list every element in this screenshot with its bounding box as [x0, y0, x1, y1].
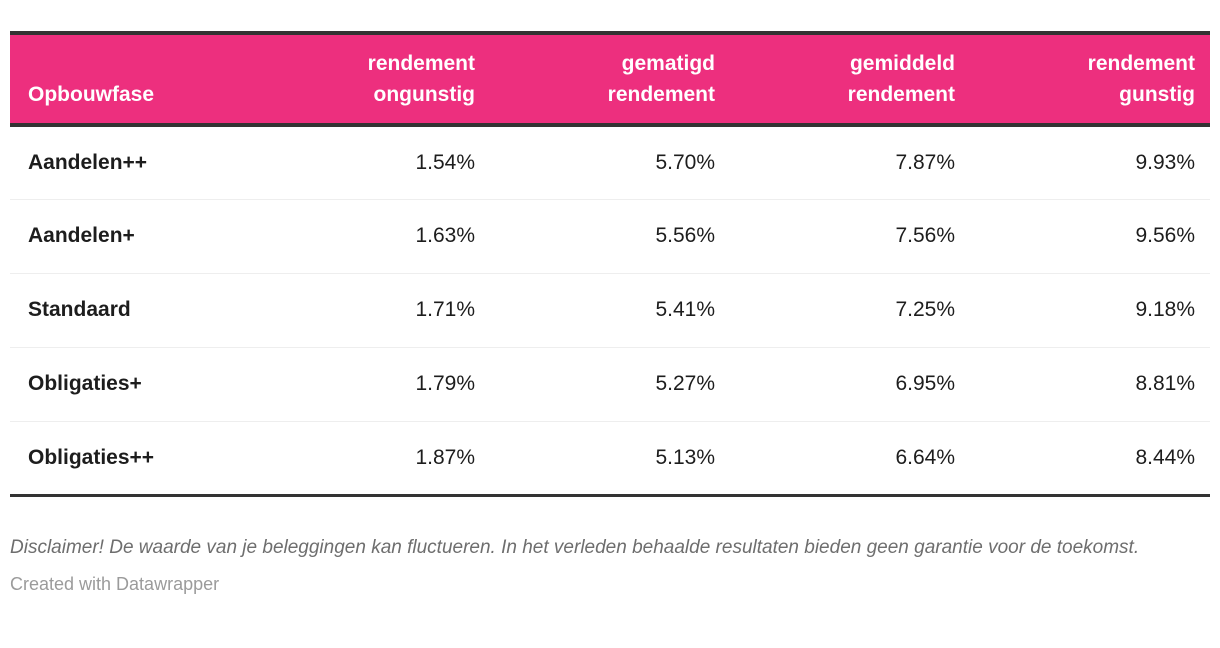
- cell-value: 9.93%: [970, 125, 1210, 199]
- column-header-gematigd-rendement: gematigd rendement: [490, 33, 730, 127]
- table-row: Standaard 1.71% 5.41% 7.25% 9.18%: [10, 272, 1210, 347]
- table-body: Aandelen++ 1.54% 5.70% 7.87% 9.93% Aande…: [10, 125, 1210, 495]
- cell-value: 5.56%: [490, 198, 730, 273]
- cell-value: 5.70%: [490, 125, 730, 199]
- cell-value: 8.81%: [970, 346, 1210, 421]
- cell-value: 5.41%: [490, 272, 730, 347]
- cell-value: 9.56%: [970, 198, 1210, 273]
- cell-value: 1.63%: [250, 198, 490, 273]
- header-row: Opbouwfase rendement ongunstig gematigd …: [10, 33, 1210, 127]
- cell-value: 6.64%: [730, 420, 970, 495]
- table-row: Obligaties+ 1.79% 5.27% 6.95% 8.81%: [10, 346, 1210, 421]
- row-label: Aandelen+: [10, 198, 250, 273]
- page: Opbouwfase rendement ongunstig gematigd …: [0, 31, 1220, 648]
- row-label: Standaard: [10, 272, 250, 347]
- column-header-opbouwfase: Opbouwfase: [10, 33, 250, 127]
- table-row: Obligaties++ 1.87% 5.13% 6.64% 8.44%: [10, 420, 1210, 495]
- disclaimer-text: Disclaimer! De waarde van je beleggingen…: [10, 536, 1140, 558]
- cell-value: 7.25%: [730, 272, 970, 347]
- cell-value: 1.54%: [250, 125, 490, 199]
- table-footer: Disclaimer! De waarde van je beleggingen…: [10, 533, 1210, 596]
- cell-value: 1.79%: [250, 346, 490, 421]
- table-row: Aandelen+ 1.63% 5.56% 7.56% 9.56%: [10, 198, 1210, 273]
- datawrapper-credit: Created with Datawrapper: [10, 573, 220, 594]
- row-label: Aandelen++: [10, 125, 250, 199]
- cell-value: 7.56%: [730, 198, 970, 273]
- cell-value: 5.27%: [490, 346, 730, 421]
- table-header: Opbouwfase rendement ongunstig gematigd …: [10, 33, 1210, 127]
- cell-value: 5.13%: [490, 420, 730, 495]
- row-label: Obligaties++: [10, 420, 250, 495]
- cell-value: 6.95%: [730, 346, 970, 421]
- cell-value: 1.71%: [250, 272, 490, 347]
- cell-value: 8.44%: [970, 420, 1210, 495]
- column-header-rendement-ongunstig: rendement ongunstig: [250, 33, 490, 127]
- row-label: Obligaties+: [10, 346, 250, 421]
- table-row: Aandelen++ 1.54% 5.70% 7.87% 9.93%: [10, 125, 1210, 199]
- column-header-rendement-gunstig: rendement gunstig: [970, 33, 1210, 127]
- cell-value: 9.18%: [970, 272, 1210, 347]
- cell-value: 1.87%: [250, 420, 490, 495]
- returns-table: Opbouwfase rendement ongunstig gematigd …: [10, 31, 1210, 497]
- cell-value: 7.87%: [730, 125, 970, 199]
- column-header-gemiddeld-rendement: gemiddeld rendement: [730, 33, 970, 127]
